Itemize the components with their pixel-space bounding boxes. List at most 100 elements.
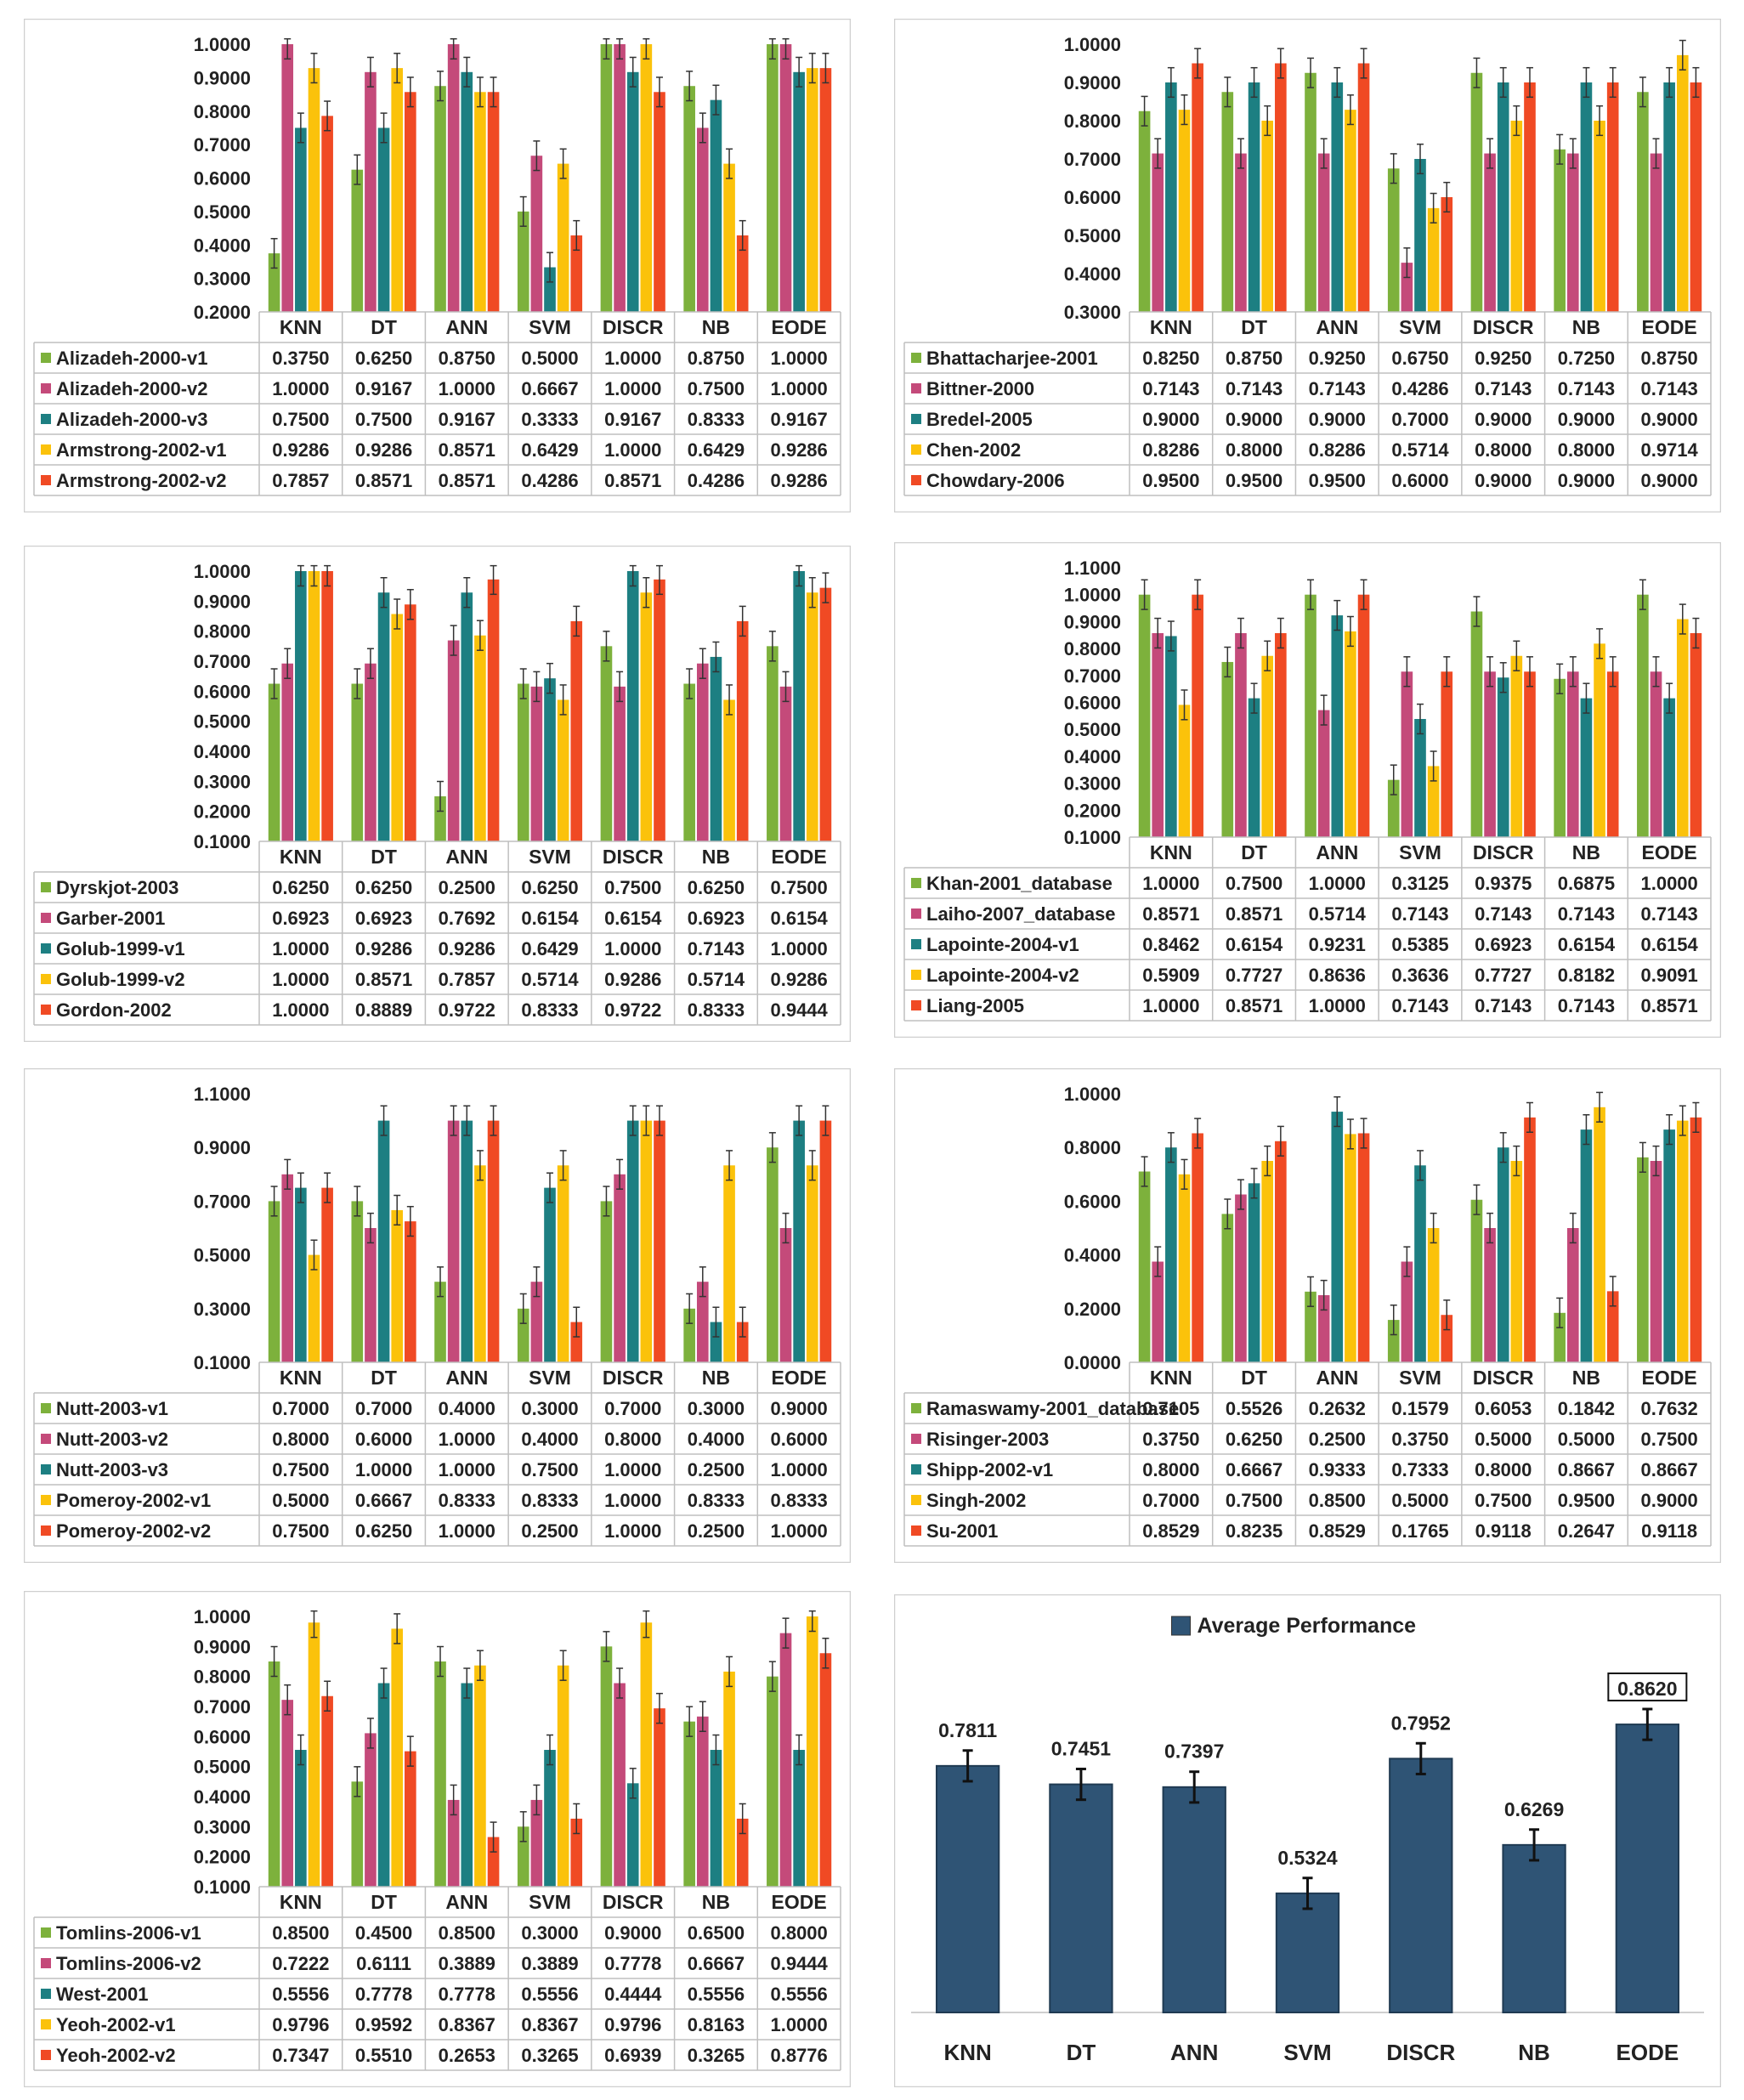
legend-swatch [1171,1616,1191,1636]
bar [1663,1129,1675,1362]
cell-value: 0.7500 [770,877,827,898]
cell-value: 0.6111 [356,1953,411,1974]
bar [1497,1147,1509,1362]
bar [1221,92,1234,312]
bar [793,71,805,312]
cell-value: 1.0000 [1309,995,1366,1016]
cell-value: 0.3000 [521,1398,578,1419]
category-label: DISCR [603,1891,664,1913]
bar [1305,72,1316,312]
cell-value: 0.6250 [355,348,412,369]
cell-value: 0.9444 [770,1953,828,1974]
legend-swatch [41,943,51,954]
category-label: KNN [1150,1367,1192,1389]
bar [1401,1261,1413,1362]
data-table: KNN DT ANN SVM DISCR NB EODE Alizadeh-2000-v1 0.… [33,311,841,496]
cell-value: 0.7778 [604,1953,661,1974]
cell-value: 0.9333 [1309,1459,1366,1480]
bar [767,44,779,312]
cell-value: 1.0000 [1309,873,1366,894]
cell-value: 0.6154 [521,908,579,929]
cell-value: 0.9000 [604,1922,661,1944]
category-label: SVM [1399,841,1441,863]
bar [321,571,333,841]
legend-swatch [911,1464,921,1475]
series-name: Golub-1999-v2 [56,969,185,990]
bar [1663,82,1675,312]
bar [530,1282,543,1362]
cell-value: 0.7857 [272,470,329,491]
cell-value: 1.0000 [604,439,661,461]
cell-value: 0.9000 [1142,409,1199,430]
bar [1331,1112,1344,1362]
category-label: ANN [445,316,488,338]
bar [1275,1141,1287,1362]
cell-value: 0.6667 [355,1490,412,1511]
cell-value: 0.4000 [521,1429,578,1450]
y-tick-label: 0.1000 [194,1352,251,1373]
bar [1524,82,1536,312]
bar [391,614,404,841]
category-label: DT [371,846,397,868]
bar [654,579,665,841]
cell-value: 0.5556 [272,1984,329,2005]
cell-value: 0.8500 [272,1922,329,1944]
cell-value: 0.9000 [1640,409,1697,430]
y-tick-label: 0.9000 [194,67,251,88]
y-tick-label: 0.7000 [1064,149,1121,170]
bar [544,267,556,312]
bar [1470,72,1483,312]
cell-value: 0.3636 [1391,965,1448,986]
y-axis: 1.0000 0.8000 0.6000 0.4000 0.2000 0.0000 [1064,1084,1121,1373]
y-tick-label: 0.8000 [194,1667,251,1688]
cell-value: 0.6667 [521,378,578,399]
cell-value: 0.8333 [439,1490,495,1511]
cell-value: 0.3333 [521,409,578,430]
cell-value: 0.9796 [604,2014,661,2035]
cell-value: 0.7143 [1640,378,1697,399]
bar [806,1616,818,1887]
cell-value: 0.9000 [1226,409,1283,430]
category-label: KNN [943,2040,991,2065]
cell-value: 0.7250 [1558,348,1615,369]
y-tick-label: 0.6000 [1064,693,1121,714]
cell-value: 0.7143 [1309,378,1366,399]
cell-value: 0.9722 [604,999,661,1021]
cell-value: 0.8000 [1558,439,1615,461]
highlight-box [1607,1672,1688,1701]
bar [434,796,446,841]
series-name: Risinger-2003 [926,1429,1049,1450]
bar [377,592,390,841]
cell-value: 0.9286 [272,439,329,461]
bar [487,92,500,312]
cell-value: 0.3000 [521,1922,578,1944]
cell-value: 0.5000 [1391,1490,1448,1511]
y-tick-label: 0.0000 [1064,1352,1121,1373]
legend-swatch [911,1525,921,1536]
cell-value: 0.9000 [1558,470,1615,491]
data-table: KNN DT ANN SVM DISCR NB EODE Nutt-2003-v1 0.7000… [33,1361,841,1547]
category-label: ANN [1316,1367,1358,1389]
y-tick-label: 0.9000 [194,1137,251,1158]
bar [308,1622,320,1887]
cell-value: 0.9500 [1226,470,1283,491]
cell-value: 0.6939 [604,2045,661,2066]
legend-swatch [41,475,51,485]
bar [1248,1183,1260,1362]
bar [1484,671,1496,837]
y-tick-label: 1.0000 [1064,1084,1121,1105]
legend-swatch [911,1000,921,1010]
bar [736,1818,749,1887]
bar [517,683,529,841]
bar [806,1165,818,1362]
bars [268,1610,832,1887]
legend-swatch [911,353,921,363]
series-name: Alizadeh-2000-v3 [56,409,208,430]
category-label: DISCR [1386,2040,1455,2065]
cell-value: 0.6154 [1640,934,1698,955]
bar [1317,710,1330,837]
cell-value: 0.5556 [770,1984,827,2005]
cell-value: 0.5714 [1391,439,1449,461]
bar [779,44,792,312]
cell-value: 0.6429 [521,938,578,959]
